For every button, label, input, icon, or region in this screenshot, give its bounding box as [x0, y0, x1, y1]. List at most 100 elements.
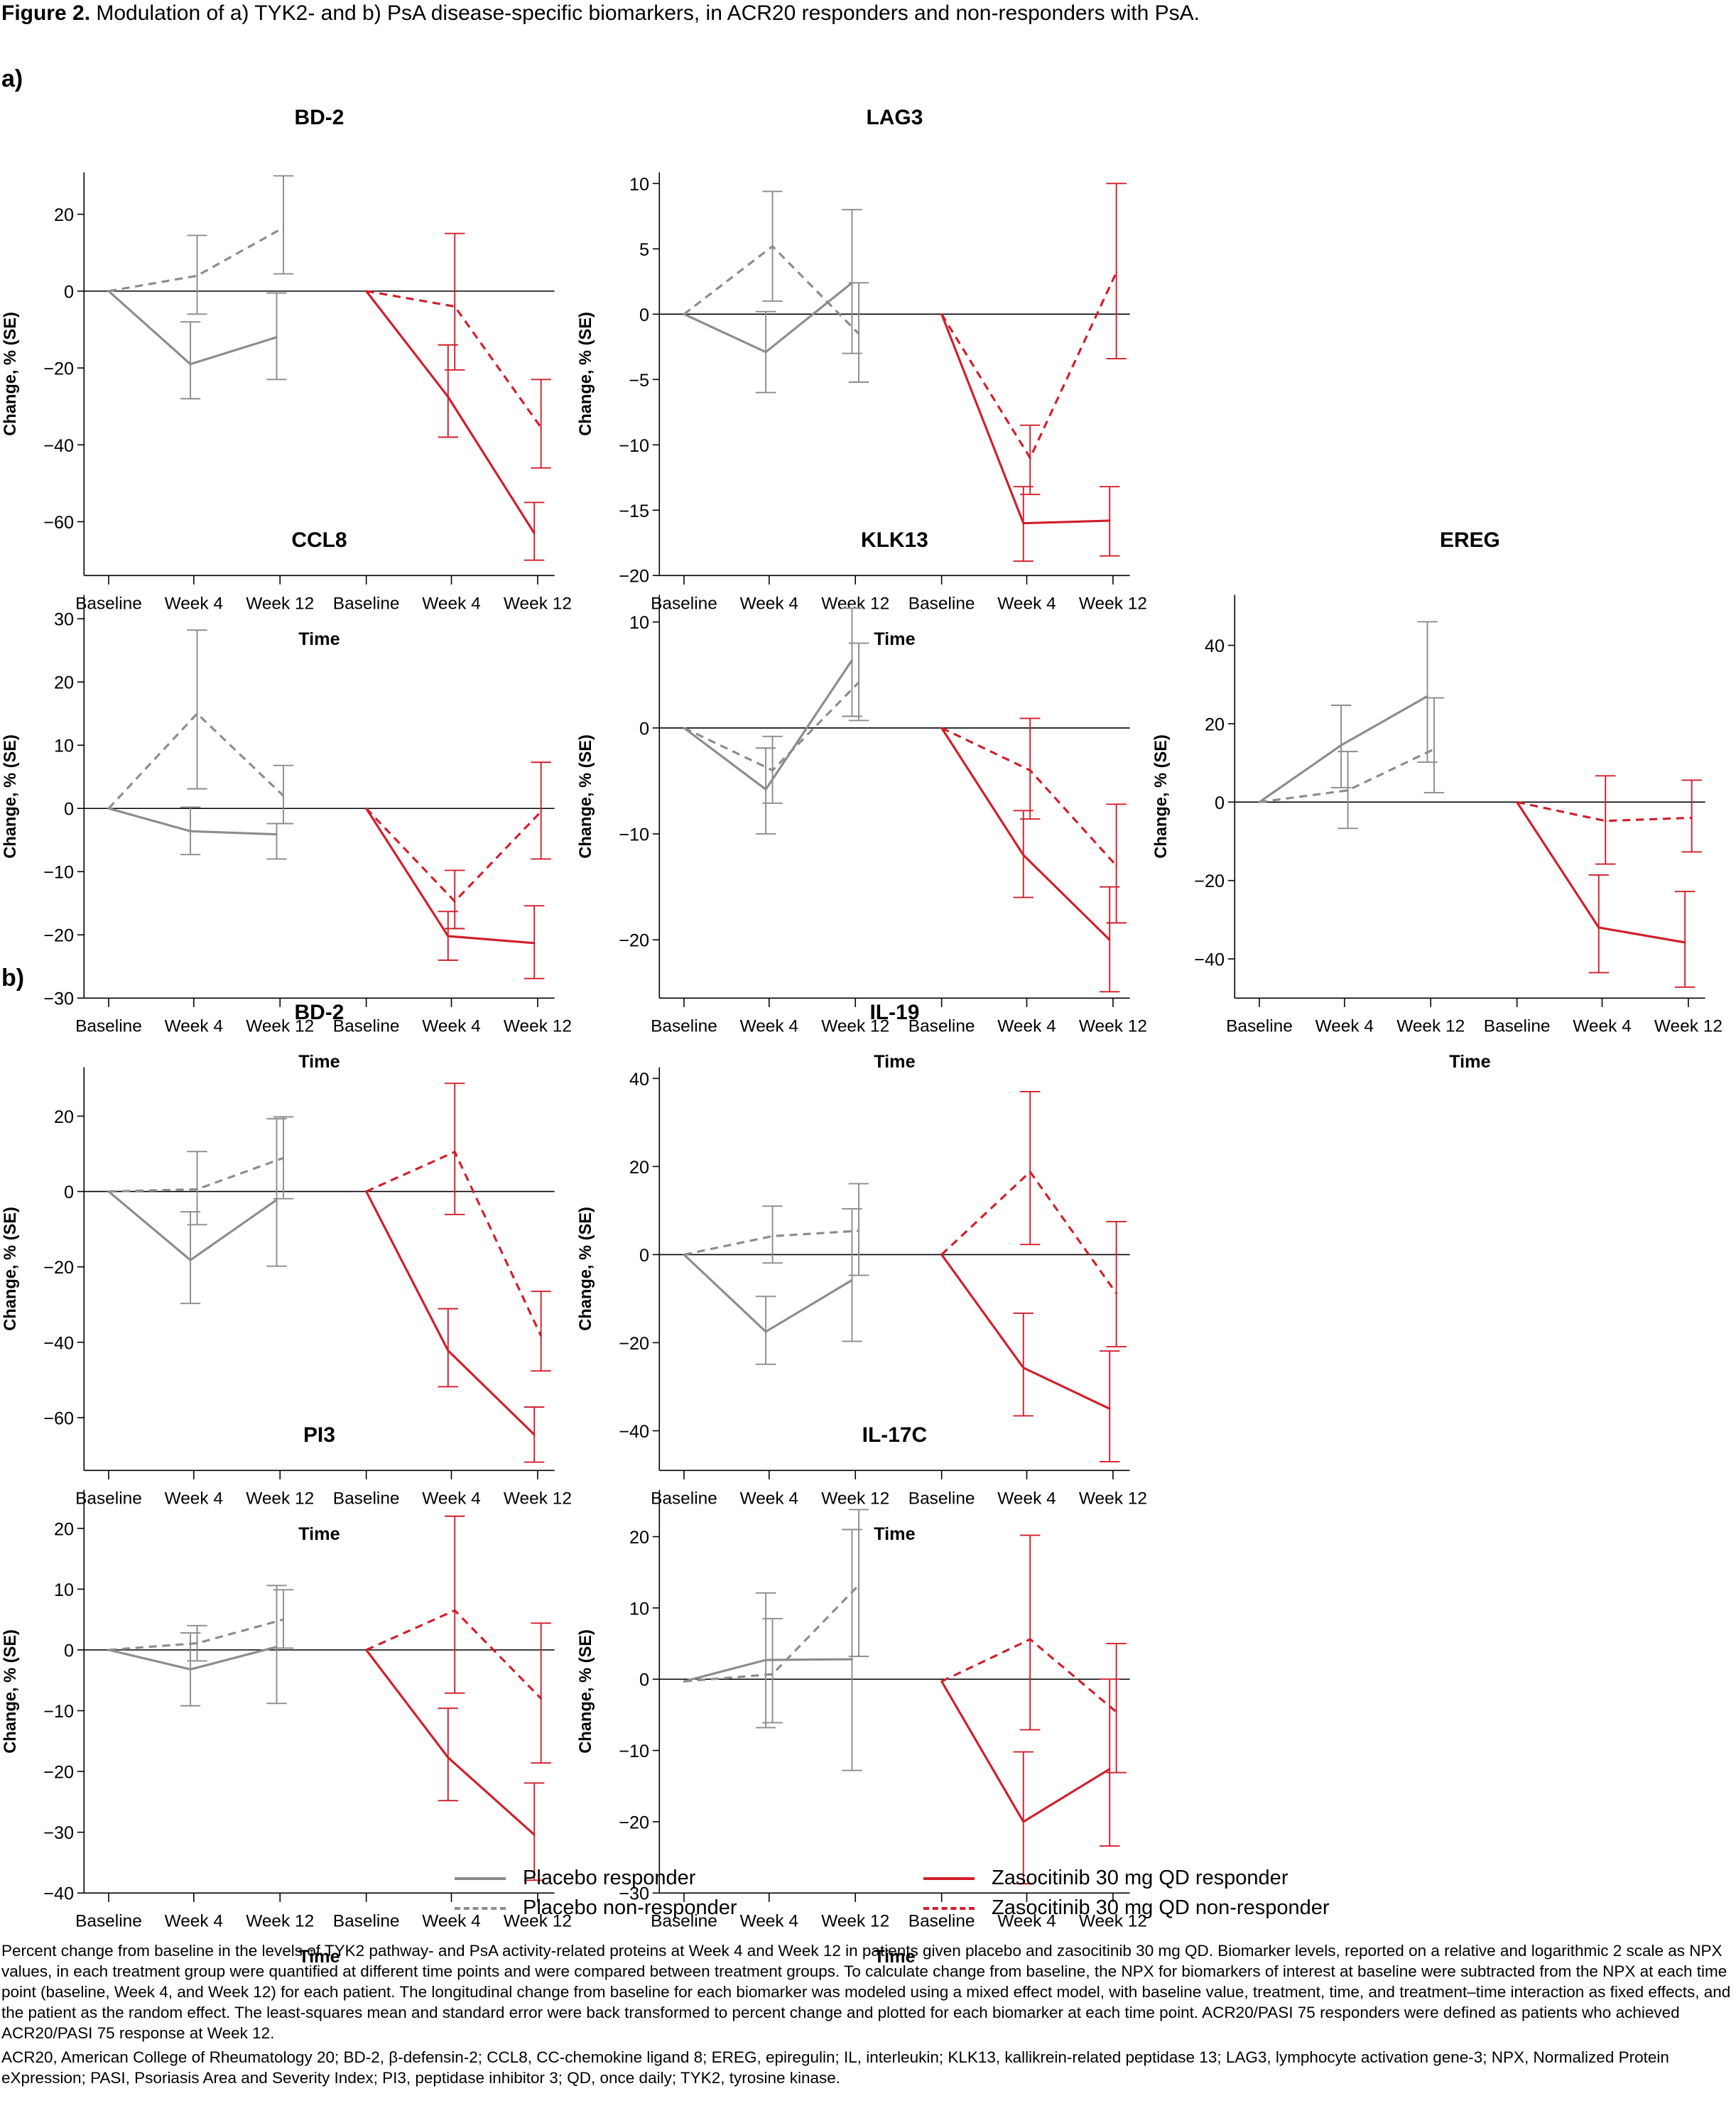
series-placebo-responder — [683, 1528, 862, 1771]
y-tick-label: 0 — [64, 1183, 74, 1202]
x-tick-label: Week 12 — [504, 594, 572, 614]
y-tick-label: 5 — [639, 240, 649, 260]
legend-item-zasocitinib-responder: Zasocitinib 30 mg QD responder — [923, 1867, 1288, 1890]
y-tick-label: −20 — [619, 1334, 649, 1354]
legend-line-solid-red-icon — [923, 1876, 975, 1880]
x-tick-label: Week 12 — [821, 1017, 889, 1036]
data-point — [940, 313, 943, 315]
series-zasocitinib-30-mg-qd-non-responder — [365, 761, 551, 930]
legend-line-dashed-red-icon — [923, 1906, 975, 1910]
data-point — [189, 830, 192, 832]
data-point — [447, 1756, 450, 1759]
series-zasocitinib-30-mg-qd-non-responder — [940, 183, 1127, 496]
y-axis-title: Change, % (SE) — [1, 1629, 20, 1754]
y-tick-label: −30 — [43, 989, 74, 1009]
y-tick-label: 0 — [639, 305, 649, 325]
y-tick-label: −40 — [43, 1884, 74, 1904]
y-tick-label: 10 — [54, 737, 74, 756]
data-point — [365, 807, 367, 810]
y-axis-title: Change, % (SE) — [577, 1207, 595, 1331]
series-line — [107, 712, 285, 810]
y-tick-label: −20 — [43, 926, 74, 946]
data-point — [1691, 817, 1693, 819]
data-point — [1433, 748, 1436, 751]
data-point — [282, 1618, 285, 1621]
y-tick-label: 20 — [54, 205, 74, 225]
x-tick-label: Week 12 — [821, 1489, 889, 1509]
x-tick-label: Week 4 — [422, 594, 480, 614]
x-tick-label: Week 4 — [740, 1017, 798, 1036]
y-tick-label: −10 — [619, 436, 649, 456]
series-placebo-non-responder — [107, 175, 294, 315]
data-point — [453, 1609, 456, 1612]
legend-line-solid-gray-icon — [455, 1876, 506, 1880]
data-point — [1029, 769, 1031, 771]
data-point — [683, 313, 685, 315]
panel-label-a: a) — [1, 65, 23, 92]
series-line — [940, 727, 1111, 941]
x-tick-label: Week 12 — [504, 1912, 572, 1931]
data-point — [1115, 864, 1117, 867]
data-point — [940, 727, 943, 729]
data-point — [107, 290, 110, 293]
x-tick-label: Baseline — [1226, 1017, 1293, 1036]
y-tick-label: 0 — [639, 1246, 649, 1266]
legend: Placebo responder Placebo non-responder … — [447, 1867, 1371, 1930]
x-tick-label: Week 4 — [740, 1912, 798, 1931]
x-tick-label: Week 4 — [422, 1912, 480, 1931]
data-point — [1115, 1292, 1117, 1295]
data-point — [851, 1658, 853, 1661]
y-tick-label: −40 — [1194, 950, 1225, 970]
series-zasocitinib-30-mg-qd-responder — [365, 1648, 545, 1881]
y-axis-title: Change, % (SE) — [577, 312, 595, 436]
series-placebo-responder — [683, 209, 862, 393]
x-tick-label: Baseline — [908, 594, 975, 614]
data-point — [453, 1151, 456, 1153]
series-line — [1517, 800, 1692, 822]
data-point — [107, 1648, 110, 1651]
data-point — [1340, 744, 1342, 746]
x-axis-title: Time — [1449, 1052, 1490, 1072]
x-tick-label: Week 4 — [165, 594, 223, 614]
x-tick-label: Week 12 — [821, 594, 889, 614]
data-point — [189, 363, 192, 365]
data-point — [771, 245, 774, 247]
y-tick-label: −20 — [43, 359, 74, 379]
y-tick-label: 20 — [629, 1158, 649, 1178]
data-point — [1683, 941, 1686, 944]
data-point — [189, 1668, 192, 1671]
x-tick-label: Week 12 — [1654, 1017, 1723, 1036]
x-tick-label: Week 12 — [246, 1489, 314, 1509]
series-line — [108, 807, 277, 836]
x-tick-label: Week 12 — [1396, 1017, 1465, 1036]
y-tick-label: −20 — [43, 1258, 74, 1278]
data-point — [540, 810, 542, 813]
series-line — [683, 244, 860, 335]
data-point — [447, 1349, 450, 1352]
series-line — [683, 681, 860, 772]
legend-item-placebo-non-responder: Placebo non-responder — [455, 1896, 737, 1920]
x-tick-label: Week 12 — [504, 1017, 572, 1036]
x-axis-title: Time — [298, 1052, 340, 1072]
x-tick-label: Week 4 — [422, 1017, 480, 1036]
data-point — [1108, 1408, 1111, 1410]
series-line — [940, 313, 1110, 525]
y-tick-label: −10 — [619, 1742, 649, 1761]
legend-label: Zasocitinib 30 mg QD responder — [992, 1867, 1289, 1889]
x-tick-label: Baseline — [651, 594, 717, 614]
x-tick-label: Week 4 — [165, 1912, 223, 1931]
series-line — [107, 1190, 278, 1262]
y-tick-label: 20 — [54, 673, 74, 693]
series-line — [940, 727, 1117, 867]
data-point — [771, 1673, 774, 1675]
data-point — [683, 727, 685, 729]
x-tick-label: Week 12 — [504, 1489, 572, 1509]
caption-abbreviations: ACR20, American College of Rheumatology … — [1, 2048, 1669, 2087]
chart-body: BD-2 20 0 −20 −40 −60 Baseline Week 4 Week 12 Bas… — [1, 1001, 572, 1544]
data-point — [1516, 801, 1518, 803]
data-point — [276, 833, 278, 835]
